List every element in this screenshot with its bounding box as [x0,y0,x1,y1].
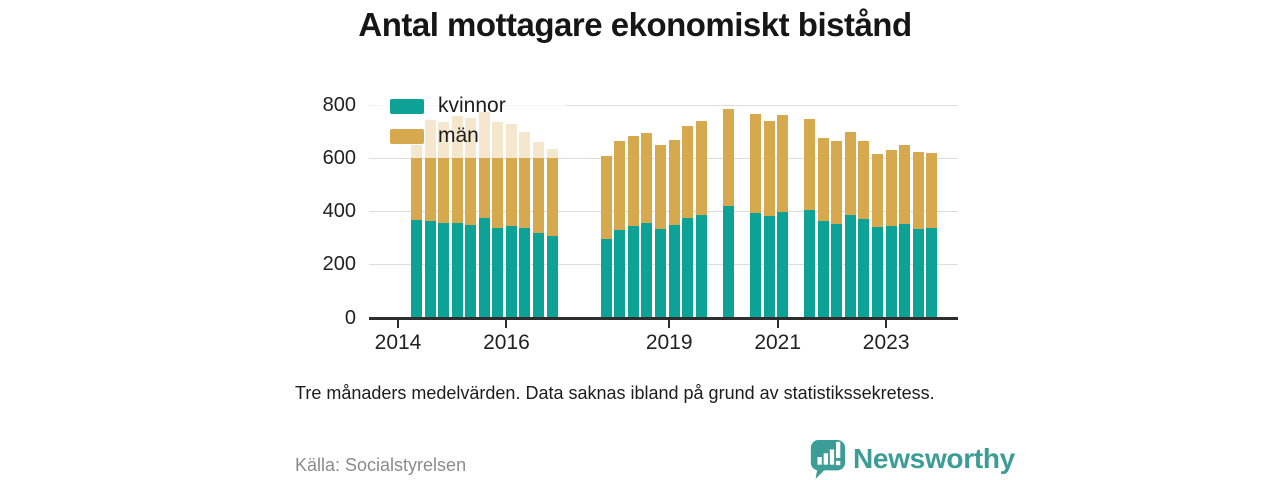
bar-kvinnor [926,228,938,318]
bar-man [817,138,829,222]
bar-man [451,115,463,223]
bar-kvinnor [641,222,653,318]
bar-kvinnor [438,222,450,318]
x-axis-tick-label: 2016 [483,330,530,354]
bar-kvinnor [532,233,544,318]
bar-man [777,114,789,213]
bar-kvinnor [858,218,870,318]
source-label: Källa: Socialstyrelsen [295,455,467,475]
bar-kvinnor [655,228,667,318]
bar-kvinnor [505,226,517,318]
legend-item-man: män [390,125,566,147]
bar-man [695,121,707,215]
bar-man [682,126,694,218]
gridline [369,104,958,106]
y-axis-tick-label: 600 [322,147,356,170]
bar-man [668,139,680,225]
bar-kvinnor [465,224,477,318]
bar-man [519,131,531,229]
chart-note: Tre månaders medelvärden. Data saknas ib… [295,383,935,403]
bar-kvinnor [777,212,789,318]
legend: kvinnor män [370,84,566,158]
x-axis-line [369,316,958,320]
bar-man [505,123,517,227]
bar-man [532,142,544,234]
bar-man [438,122,450,223]
bar-kvinnor [885,226,897,318]
y-axis-tick-label: 0 [344,306,356,329]
x-axis-tick [505,319,508,328]
legend-swatch-man [390,128,424,144]
bar-kvinnor [831,224,843,318]
bar-kvinnor [627,225,639,318]
bar-kvinnor [722,205,734,318]
bar-kvinnor [899,223,911,318]
x-axis-tick-label: 2014 [374,330,422,354]
bar-man [424,119,436,221]
bar-man [492,122,504,229]
y-axis-tick-label: 200 [322,253,356,276]
bar-man [844,131,856,215]
page-title: Antal mottagare ekonomiskt bistånd [358,6,912,43]
bar-kvinnor [451,222,463,318]
bar-kvinnor [478,217,490,318]
bar-man [749,114,761,213]
x-axis-tick [885,319,888,328]
bar-kvinnor [410,219,422,318]
bar-man [926,152,938,228]
bar-kvinnor [695,214,707,318]
bar-kvinnor [519,228,531,318]
bar-kvinnor [804,209,816,318]
bar-kvinnor [817,221,829,318]
bar-kvinnor [682,217,694,318]
bar-kvinnor [871,227,883,318]
bar-man [600,155,612,239]
bar-man [858,140,870,219]
bar-man [655,144,667,229]
x-axis-tick-label: 2019 [645,330,693,354]
x-axis-tick [776,319,779,328]
legend-item-kvinnor: kvinnor [390,95,566,117]
bar-man [722,109,734,206]
bar-man [546,149,558,236]
x-axis-tick-label: 2021 [754,330,802,354]
y-axis-tick-label: 400 [322,200,356,223]
bar-kvinnor [668,224,680,318]
bar-man [614,141,626,231]
newsworthy-logo-text: Newsworthy [853,442,1015,474]
bar-man [804,119,816,210]
bar-man [831,140,843,225]
bar-kvinnor [546,235,558,318]
legend-label-man: män [438,124,479,147]
bar-kvinnor [749,212,761,318]
bar-man [899,144,911,224]
bar-kvinnor [912,228,924,318]
x-axis-tick [668,319,671,328]
bar-man [763,121,775,216]
newsworthy-logo-icon [810,439,846,479]
bar-kvinnor [763,215,775,318]
bar-man [871,153,883,228]
bar-man [641,132,653,223]
bar-man [410,144,422,220]
bar-man [465,118,477,225]
bar-kvinnor [844,214,856,318]
legend-swatch-kvinnor [390,98,424,114]
x-axis-tick [397,319,399,328]
y-axis-tick-label: 800 [322,94,356,117]
bar-man [478,112,490,218]
bar-man [627,135,639,226]
x-axis-tick-label: 2023 [862,330,910,354]
bar-kvinnor [492,228,504,318]
newsworthy-logo: Newsworthy [808,438,1015,479]
bar-kvinnor [600,238,612,318]
bar-man [885,150,897,227]
bar-kvinnor [424,220,436,318]
bar-kvinnor [614,230,626,318]
legend-label-kvinnor: kvinnor [438,94,506,117]
bar-man [912,151,924,229]
